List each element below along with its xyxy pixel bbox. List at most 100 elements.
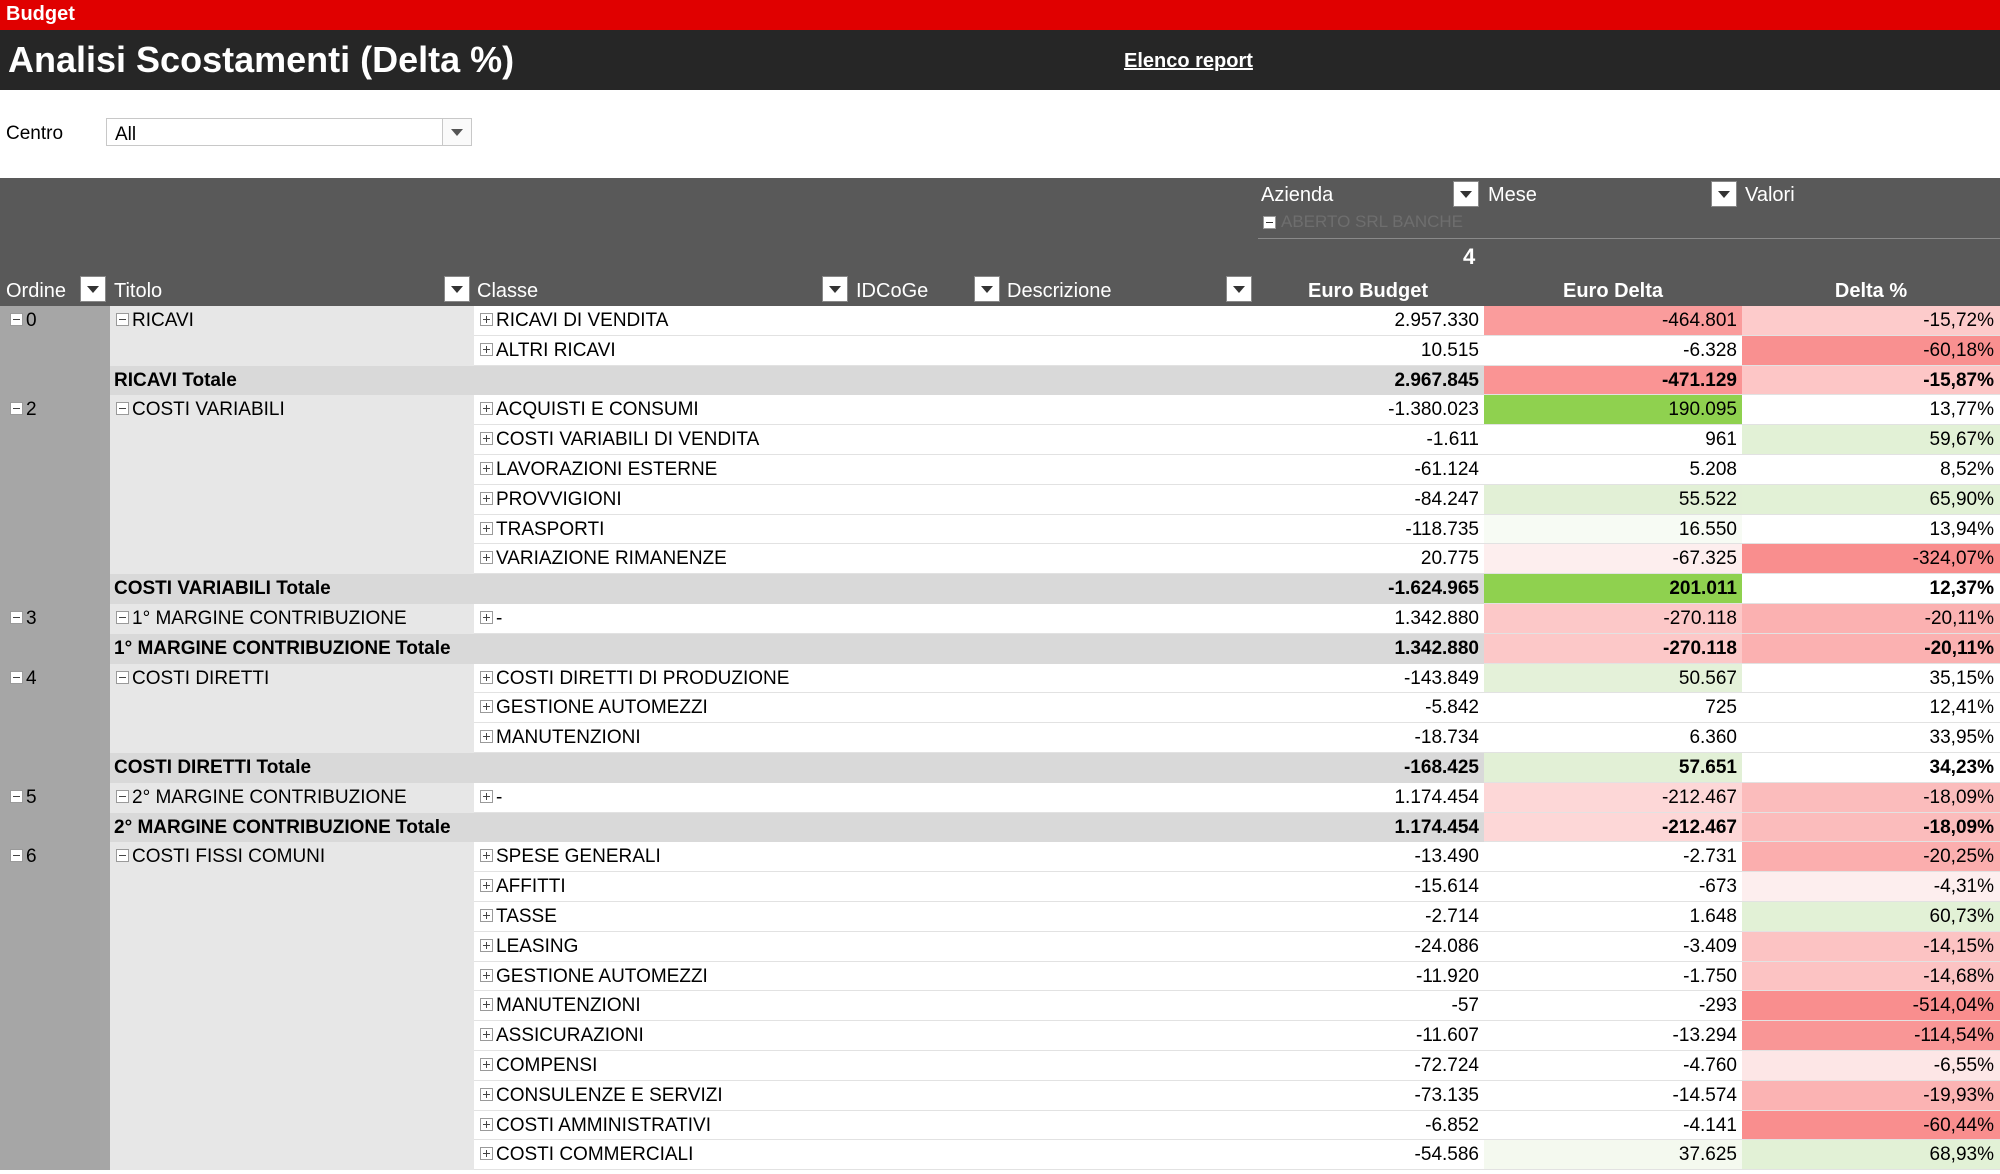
- collapse-icon[interactable]: [116, 402, 129, 416]
- expand-icon[interactable]: [480, 342, 493, 356]
- delta-pct-value: -18,09%: [1923, 816, 1994, 838]
- total-label: COSTI VARIABILI Totale: [114, 578, 331, 600]
- collapse-icon[interactable]: [116, 849, 129, 863]
- classe-cell: COSTI AMMINISTRATIVI: [474, 1110, 1258, 1141]
- euro-budget-value: -6.852: [1425, 1114, 1479, 1136]
- classe-value: VARIAZIONE RIMANENZE: [496, 548, 727, 570]
- expand-icon[interactable]: [480, 551, 493, 565]
- azienda-filter-button[interactable]: [1453, 181, 1479, 207]
- expand-icon[interactable]: [480, 610, 493, 624]
- chevron-down-icon[interactable]: [442, 119, 471, 145]
- titolo-cell: 2° MARGINE CONTRIBUZIONE Totale: [110, 812, 474, 843]
- delta-pct-value: 65,90%: [1929, 488, 1994, 510]
- collapse-icon[interactable]: [10, 789, 23, 803]
- euro-delta-cell: -673: [1484, 872, 1742, 902]
- idcoge-filter-button[interactable]: [974, 276, 1000, 302]
- euro-budget-cell: -118.735: [1258, 514, 1484, 545]
- collapse-company-icon[interactable]: [1263, 216, 1276, 229]
- col-header-ordine: Ordine: [6, 280, 67, 302]
- collapse-icon[interactable]: [10, 610, 23, 624]
- col-header-delta-pct: Delta %: [1834, 280, 1908, 302]
- ordine-cell: [0, 544, 110, 575]
- expand-icon[interactable]: [480, 461, 493, 475]
- euro-delta-value: 1.648: [1689, 905, 1737, 927]
- ordine-cell: [0, 901, 110, 932]
- classe-filter-button[interactable]: [822, 276, 848, 302]
- euro-delta-value: 57.651: [1678, 756, 1737, 778]
- delta-pct-cell: -114,54%: [1742, 1021, 2000, 1051]
- centro-filter-select[interactable]: All: [106, 118, 472, 146]
- expand-icon[interactable]: [480, 908, 493, 922]
- mese-filter-button[interactable]: [1711, 181, 1737, 207]
- expand-icon[interactable]: [480, 1117, 493, 1131]
- ordine-cell: [0, 723, 110, 753]
- delta-pct-cell: -20,11%: [1742, 633, 2000, 664]
- table-row: ALTRI RICAVI 10.515 -6.328 -60,18%: [0, 335, 2000, 366]
- euro-budget-cell: 10.515: [1258, 335, 1484, 366]
- expand-icon[interactable]: [480, 730, 493, 744]
- report-list-link[interactable]: Elenco report: [1124, 50, 1253, 72]
- collapse-icon[interactable]: [116, 312, 129, 326]
- collapse-icon[interactable]: [116, 789, 129, 803]
- ordine-value: 4: [26, 667, 37, 689]
- ordine-filter-button[interactable]: [80, 276, 106, 302]
- collapse-icon[interactable]: [10, 670, 23, 684]
- expand-icon[interactable]: [480, 491, 493, 505]
- expand-icon[interactable]: [480, 879, 493, 893]
- delta-pct-value: -14,15%: [1923, 935, 1994, 957]
- expand-icon[interactable]: [480, 1057, 493, 1071]
- classe-cell: ALTRI RICAVI: [474, 335, 1258, 366]
- expand-icon[interactable]: [480, 998, 493, 1012]
- classe-cell: COSTI VARIABILI DI VENDITA: [474, 425, 1258, 455]
- classe-cell: COSTI DIRETTI DI PRODUZIONE: [474, 663, 1258, 694]
- expand-icon[interactable]: [480, 1087, 493, 1101]
- app-bar: Budget: [0, 0, 2000, 30]
- euro-delta-cell: 16.550: [1484, 514, 1742, 545]
- classe-value: ALTRI RICAVI: [496, 339, 616, 361]
- classe-value: COMPENSI: [496, 1054, 598, 1076]
- ordine-cell: [0, 931, 110, 962]
- collapse-icon[interactable]: [116, 670, 129, 684]
- euro-delta-value: 5.208: [1689, 458, 1737, 480]
- classe-cell: COMPENSI: [474, 1050, 1258, 1081]
- classe-cell: ACQUISTI E CONSUMI: [474, 395, 1258, 426]
- ordine-value: 3: [26, 607, 37, 629]
- expand-icon[interactable]: [480, 312, 493, 326]
- expand-icon[interactable]: [480, 432, 493, 446]
- expand-icon[interactable]: [480, 938, 493, 952]
- expand-icon[interactable]: [480, 402, 493, 416]
- classe-value: LEASING: [496, 935, 579, 957]
- collapse-icon[interactable]: [10, 402, 23, 416]
- expand-icon[interactable]: [480, 789, 493, 803]
- total-row: 2° MARGINE CONTRIBUZIONE Totale 1.174.454…: [0, 812, 2000, 843]
- collapse-icon[interactable]: [116, 610, 129, 624]
- company-label: ABERTO SRL BANCHE: [1281, 212, 1464, 231]
- titolo-filter-button[interactable]: [444, 276, 470, 302]
- table-row: COSTI COMMERCIALI -54.586 37.625 68,93%: [0, 1140, 2000, 1171]
- expand-icon[interactable]: [480, 1028, 493, 1042]
- euro-delta-cell: -14.574: [1484, 1080, 1742, 1111]
- euro-budget-cell: -143.849: [1258, 663, 1484, 694]
- euro-budget-value: -57: [1451, 995, 1479, 1017]
- col-header-euro-budget: Euro Budget: [1308, 280, 1428, 302]
- titolo-cell: 1° MARGINE CONTRIBUZIONE: [110, 603, 474, 634]
- expand-icon[interactable]: [480, 849, 493, 863]
- classe-cell: VARIAZIONE RIMANENZE: [474, 544, 1258, 575]
- expand-icon[interactable]: [480, 968, 493, 982]
- euro-delta-cell: -67.325: [1484, 544, 1742, 575]
- delta-pct-cell: -14,15%: [1742, 931, 2000, 962]
- expand-icon[interactable]: [480, 1147, 493, 1161]
- delta-pct-value: 12,37%: [1929, 578, 1994, 600]
- expand-icon[interactable]: [480, 670, 493, 684]
- classe-cell: -: [474, 782, 1258, 813]
- expand-icon[interactable]: [480, 521, 493, 535]
- delta-pct-cell: 12,37%: [1742, 574, 2000, 604]
- collapse-icon[interactable]: [10, 849, 23, 863]
- descrizione-filter-button[interactable]: [1226, 276, 1252, 302]
- expand-icon[interactable]: [480, 700, 493, 714]
- collapse-icon[interactable]: [10, 312, 23, 326]
- table-row: COSTI VARIABILI DI VENDITA -1.611 961 59,67…: [0, 425, 2000, 455]
- euro-budget-value: -11.920: [1415, 965, 1479, 987]
- delta-pct-cell: -4,31%: [1742, 872, 2000, 902]
- euro-delta-value: 16.550: [1678, 518, 1737, 540]
